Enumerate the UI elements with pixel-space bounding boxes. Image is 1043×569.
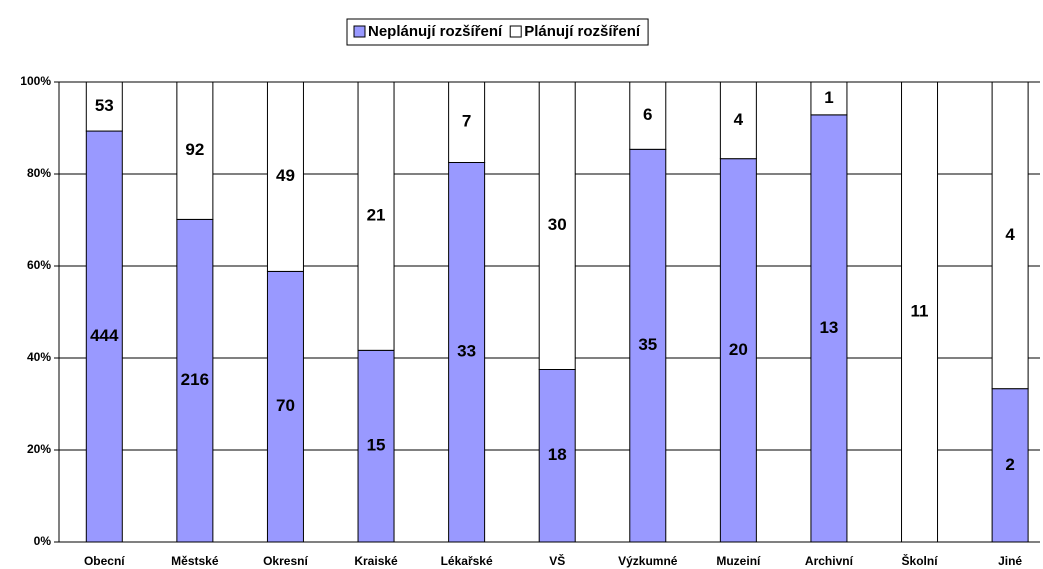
data-label: 92 [185, 140, 204, 159]
x-tick-label: Školní [902, 553, 939, 568]
y-tick-label: 60% [27, 258, 51, 272]
data-label: 20 [729, 340, 748, 359]
bar-segment [629, 81, 667, 150]
x-tick-label: Lékařské [441, 554, 493, 568]
bar-segment [810, 81, 848, 116]
data-label: 216 [181, 370, 209, 389]
data-label: 18 [548, 445, 567, 464]
bar-segment [538, 81, 576, 370]
bar-segment [85, 130, 123, 543]
data-label: 53 [95, 96, 114, 115]
legend-label: Neplánují rozšíření [368, 23, 503, 40]
bar-segment [448, 162, 486, 543]
data-label: 4 [734, 110, 744, 129]
data-label: 444 [90, 326, 119, 345]
data-label: 33 [457, 342, 476, 361]
x-tick-label: Okresní [263, 554, 308, 568]
data-label: 21 [367, 206, 386, 225]
data-label: 1 [824, 88, 833, 107]
bar-segment [448, 81, 486, 163]
bar-segment [810, 114, 848, 543]
data-label: 49 [276, 166, 295, 185]
legend-label: Plánují rozšíření [524, 23, 641, 40]
data-label: 30 [548, 215, 567, 234]
x-tick-label: Muzeiní [716, 554, 761, 568]
y-tick-label: 40% [27, 350, 51, 364]
bar-segment [266, 270, 304, 543]
data-label: 4 [1005, 225, 1015, 244]
x-tick-label: VŠ [549, 553, 565, 568]
bar-segment [357, 81, 395, 351]
bar-segment [176, 218, 214, 543]
legend-swatch [353, 25, 366, 38]
legend-swatch [509, 25, 522, 38]
bar-segment [719, 81, 757, 160]
data-label: 13 [819, 318, 838, 337]
y-tick-label: 80% [27, 166, 51, 180]
bar-segment [266, 81, 304, 272]
data-label: 6 [643, 105, 652, 124]
legend-box [346, 18, 649, 46]
data-label: 15 [367, 436, 386, 455]
data-label: 2 [1005, 455, 1014, 474]
data-label: 70 [276, 396, 295, 415]
x-tick-label: Výzkumné [618, 554, 678, 568]
data-label: 35 [638, 335, 657, 354]
data-label: 7 [462, 112, 471, 131]
data-label: 11 [911, 301, 929, 320]
bar-segment [991, 81, 1029, 390]
x-tick-label: Obecní [84, 554, 125, 568]
x-tick-label: Kraiské [354, 554, 398, 568]
bar-segment [85, 81, 123, 132]
x-tick-label: Jiné [998, 554, 1022, 568]
x-tick-label: Archivní [805, 554, 854, 568]
bar-segment [629, 148, 667, 543]
x-tick-label: Městské [171, 554, 219, 568]
bar-segment [357, 349, 395, 543]
bar-segment [538, 369, 576, 543]
y-tick-label: 20% [27, 442, 51, 456]
y-tick-label: 100% [20, 74, 51, 88]
bar-segment [901, 81, 939, 543]
y-tick-label: 0% [34, 534, 52, 548]
bar-segment [176, 81, 214, 220]
bar-segment [991, 388, 1029, 543]
bar-segment [719, 158, 757, 543]
